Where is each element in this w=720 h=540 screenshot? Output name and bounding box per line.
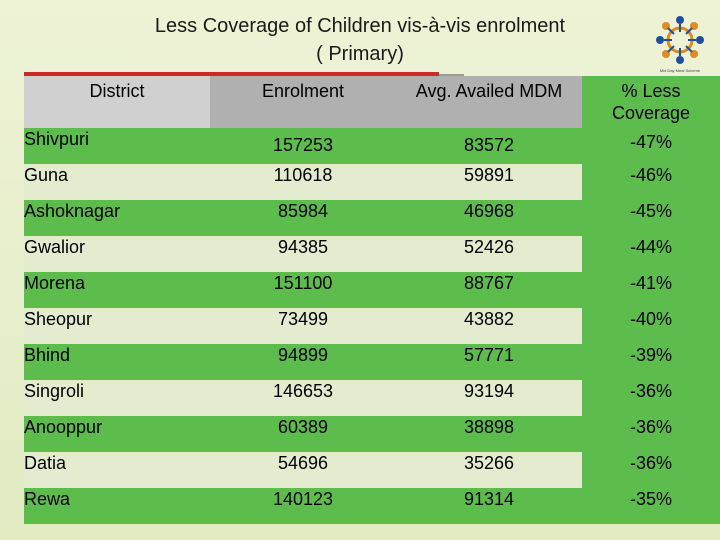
- district-cell: Morena: [24, 272, 210, 308]
- mdm-cell: 35266: [396, 452, 582, 488]
- enrolment-cell: 73499: [210, 308, 396, 344]
- header-district: District: [24, 76, 210, 128]
- enrolment-cell: 146653: [210, 380, 396, 416]
- logo-caption: Mid Day Meal Scheme: [659, 68, 701, 73]
- title-underline-red: [24, 72, 439, 78]
- less-coverage-cell: -36%: [582, 416, 720, 452]
- less-coverage-cell: -44%: [582, 236, 720, 272]
- enrolment-cell: 140123: [210, 488, 396, 524]
- district-cell: Guna: [24, 164, 210, 200]
- district-cell: Datia: [24, 452, 210, 488]
- less-coverage-cell: -46%: [582, 164, 720, 200]
- mdm-cell: 83572: [463, 135, 515, 155]
- table-row: [24, 128, 720, 164]
- less-coverage-cell: -47%: [629, 132, 673, 152]
- header-enrolment: Enrolment: [210, 76, 396, 128]
- district-cell: Ashoknagar: [24, 200, 210, 236]
- mdm-cell: 46968: [396, 200, 582, 236]
- less-coverage-cell: -40%: [582, 308, 720, 344]
- mdm-logo: Mid Day Meal Scheme: [652, 12, 708, 76]
- mdm-cell: 91314: [396, 488, 582, 524]
- enrolment-cell: 60389: [210, 416, 396, 452]
- district-cell: Sheopur: [24, 308, 210, 344]
- district-cell: Bhind: [24, 344, 210, 380]
- enrolment-cell: 157253: [272, 135, 334, 155]
- district-cell: Anooppur: [24, 416, 210, 452]
- header-less-coverage: % Less Coverage: [582, 76, 720, 128]
- enrolment-cell: 151100: [210, 272, 396, 308]
- mdm-logo-icon: [656, 16, 704, 64]
- slide-title: Less Coverage of Children vis-à-vis enro…: [60, 12, 660, 68]
- mdm-cell: 38898: [396, 416, 582, 452]
- district-cell: Singroli: [24, 380, 210, 416]
- coverage-table: District Enrolment Avg. Availed MDM % Le…: [24, 76, 720, 540]
- title-line-1: Less Coverage of Children vis-à-vis enro…: [154, 15, 566, 37]
- mdm-cell: 59891: [396, 164, 582, 200]
- title-underline-grey: [439, 74, 464, 77]
- mdm-cell: 88767: [396, 272, 582, 308]
- less-coverage-cell: -35%: [582, 488, 720, 524]
- title-underline: [24, 72, 464, 78]
- title-line-2: ( Primary): [316, 43, 404, 65]
- less-coverage-cell: -45%: [582, 200, 720, 236]
- district-cell: Rewa: [24, 488, 210, 524]
- enrolment-cell: 54696: [210, 452, 396, 488]
- enrolment-cell: 94899: [210, 344, 396, 380]
- mdm-cell: 57771: [396, 344, 582, 380]
- less-coverage-cell: -36%: [582, 380, 720, 416]
- enrolment-cell: 110618: [210, 164, 396, 200]
- district-cell: Gwalior: [24, 236, 210, 272]
- less-coverage-cell: -39%: [582, 344, 720, 380]
- less-coverage-cell: -41%: [582, 272, 720, 308]
- mdm-cell: 93194: [396, 380, 582, 416]
- header-avg-mdm: Avg. Availed MDM: [396, 76, 582, 128]
- enrolment-cell: 94385: [210, 236, 396, 272]
- district-cell: Shivpuri: [24, 129, 90, 149]
- mdm-cell: 43882: [396, 308, 582, 344]
- enrolment-cell: 85984: [210, 200, 396, 236]
- mdm-cell: 52426: [396, 236, 582, 272]
- less-coverage-cell: -36%: [582, 452, 720, 488]
